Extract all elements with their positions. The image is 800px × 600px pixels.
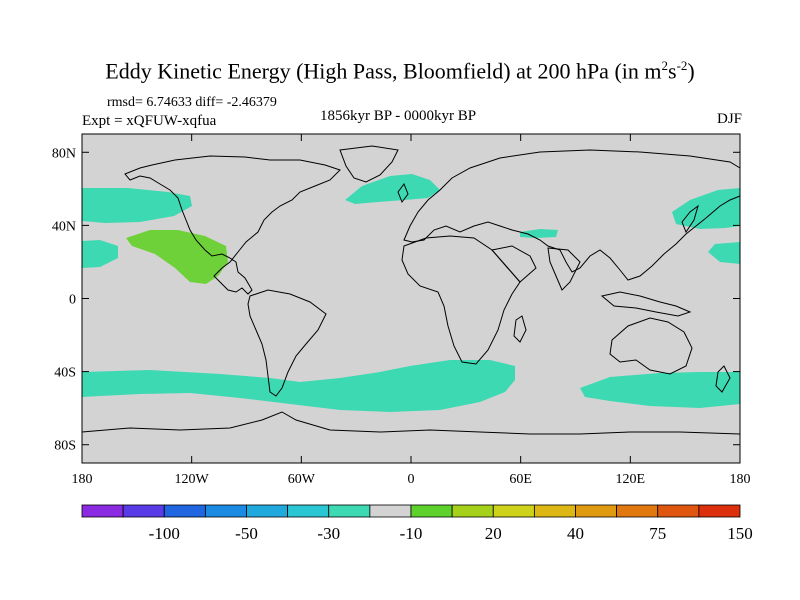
y-tick-label-2: 0 <box>69 293 76 308</box>
region-southern-indian-pacific <box>580 372 740 408</box>
colorbar-box-12 <box>575 504 618 518</box>
coast-eurasia <box>403 149 741 281</box>
colorbar-label-0: -100 <box>149 524 180 543</box>
colorbar-label-5: 40 <box>567 524 584 543</box>
colorbar-box-9 <box>451 504 494 518</box>
colorbar-box-7 <box>369 504 412 518</box>
colorbar-label-7: 150 <box>727 524 753 543</box>
colorbar-box-1 <box>122 504 165 518</box>
coast-uk <box>397 182 409 204</box>
coast-japan <box>681 204 699 234</box>
y-tick-label-1: 40N <box>52 219 76 234</box>
title-superscript-2: -2 <box>676 58 688 73</box>
coastlines <box>81 145 741 435</box>
plot-title: Eddy Kinetic Energy (High Pass, Bloomfie… <box>0 58 800 84</box>
x-axis-labels: 180 120W 60W 0 60E 120E 180 <box>72 472 751 487</box>
colorbar-box-0 <box>81 504 124 518</box>
colorbar-box-15 <box>698 504 741 518</box>
coast-north-america <box>124 155 341 295</box>
coast-madagascar <box>513 315 527 343</box>
colorbar-box-13 <box>616 504 659 518</box>
colorbar-label-1: -50 <box>235 524 258 543</box>
colorbar-box-5 <box>287 504 330 518</box>
coast-arabia <box>491 245 537 283</box>
title-close: ) <box>687 58 695 84</box>
season-label: DJF <box>716 111 742 127</box>
title-text: Eddy Kinetic Energy (High Pass, Bloomfie… <box>105 58 662 84</box>
region-north-pacific-west <box>82 188 192 223</box>
x-tick-label-6: 180 <box>730 472 751 487</box>
colorbar-label-6: 75 <box>649 524 666 543</box>
coast-antarctica <box>81 411 741 435</box>
coast-india <box>547 247 581 291</box>
coast-australia <box>609 317 693 375</box>
x-tick-label-1: 120W <box>175 472 210 487</box>
region-north-pacific-east-south <box>708 242 740 264</box>
y-tick-label-0: 80N <box>52 146 76 161</box>
colorbar-box-6 <box>328 504 371 518</box>
colorbar-box-8 <box>410 504 453 518</box>
colorbar-box-4 <box>246 504 289 518</box>
coast-africa <box>401 235 521 365</box>
y-tick-label-4: 80S <box>54 439 76 454</box>
coast-maritime-continent <box>600 291 692 317</box>
title-unit-s: s <box>668 58 677 84</box>
period-label: 1856kyr BP - 0000kyr BP <box>320 108 477 124</box>
colorbar-labels: -100 -50 -30 -10 20 40 75 150 <box>149 524 753 543</box>
region-central-pacific-patch <box>82 240 118 268</box>
x-tick-label-3: 0 <box>408 472 415 487</box>
y-tick-label-3: 40S <box>54 366 76 381</box>
colorbar-box-10 <box>492 504 535 518</box>
stats-label: rmsd= 6.74633 diff= -2.46379 <box>107 95 277 110</box>
region-southern-ocean <box>82 360 515 412</box>
axis-ticks <box>81 134 741 463</box>
coast-new-zealand <box>715 365 731 393</box>
region-mediterranean-patch <box>520 229 558 238</box>
colorbar-box-3 <box>204 504 247 518</box>
colorbar-box-11 <box>533 504 576 518</box>
colorbar <box>81 504 741 518</box>
colorbar-label-4: 20 <box>485 524 502 543</box>
colorbar-label-2: -30 <box>317 524 340 543</box>
region-north-atlantic <box>345 174 440 204</box>
coast-south-america <box>247 289 327 397</box>
x-tick-label-0: 180 <box>72 472 93 487</box>
colorbar-box-14 <box>657 504 700 518</box>
x-tick-label-2: 60W <box>288 472 316 487</box>
map-shading <box>82 174 740 412</box>
region-north-pacific-east <box>672 188 740 229</box>
x-tick-label-5: 120E <box>616 472 646 487</box>
x-tick-label-4: 60E <box>509 472 532 487</box>
colorbar-label-3: -10 <box>400 524 423 543</box>
experiment-label: Expt = xQFUW-xqfua <box>82 113 217 129</box>
title-superscript-1: 2 <box>661 58 669 73</box>
y-axis-labels: 80N 40N 0 40S 80S <box>52 146 76 453</box>
colorbar-box-2 <box>163 504 206 518</box>
region-subtropical-east-pacific <box>126 230 228 284</box>
coast-greenland <box>339 145 399 183</box>
